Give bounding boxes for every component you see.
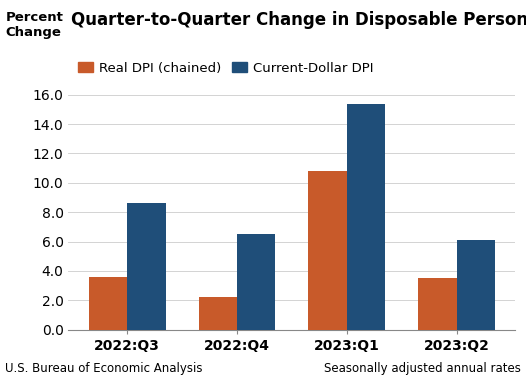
Bar	[89, 277, 127, 330]
Bar	[237, 234, 276, 330]
Bar	[198, 298, 237, 330]
Bar	[308, 171, 347, 330]
Legend: Real DPI (chained), Current-Dollar DPI: Real DPI (chained), Current-Dollar DPI	[78, 61, 373, 75]
Text: Seasonally adjusted annual rates: Seasonally adjusted annual rates	[324, 362, 521, 375]
Bar	[418, 278, 457, 330]
Text: U.S. Bureau of Economic Analysis: U.S. Bureau of Economic Analysis	[5, 362, 203, 375]
Bar	[457, 240, 495, 330]
Bar	[347, 103, 386, 330]
Text: Quarter-to-Quarter Change in Disposable Personal Income: Quarter-to-Quarter Change in Disposable …	[71, 11, 526, 29]
Bar	[127, 204, 166, 330]
Text: Percent
Change: Percent Change	[5, 11, 63, 39]
